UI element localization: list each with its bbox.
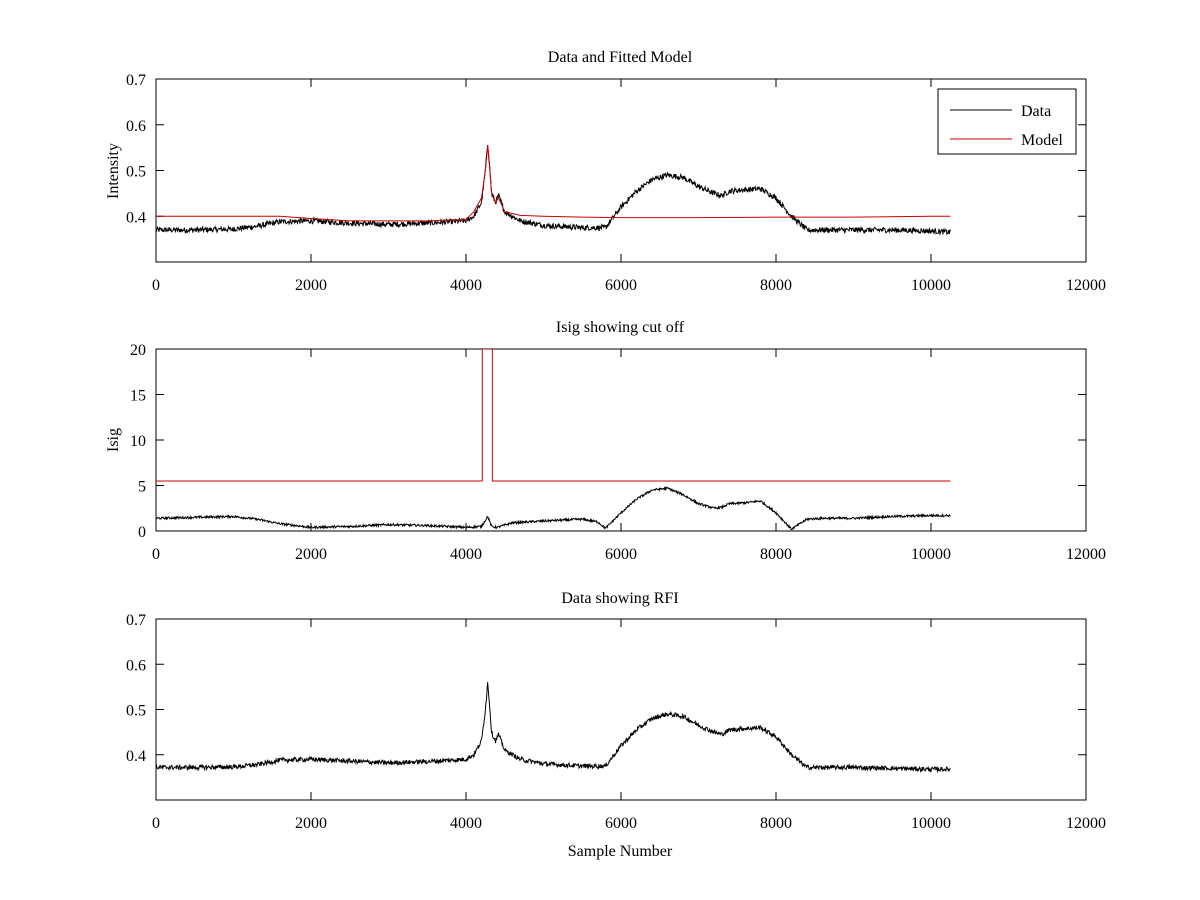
y-tick-label: 0.5 — [126, 703, 146, 720]
series-line-s0 — [156, 486, 951, 531]
x-tick-label: 8000 — [760, 815, 792, 832]
x-tick-label: 6000 — [605, 277, 637, 294]
y-tick-label: 0.5 — [126, 164, 146, 181]
y-tick-label: 0.7 — [126, 612, 146, 629]
panel2-ylabel: Isig — [105, 428, 122, 452]
x-tick-label: 10000 — [911, 277, 951, 294]
x-tick-label: 12000 — [1066, 277, 1106, 294]
x-tick-label: 10000 — [911, 815, 951, 832]
x-tick-label: 8000 — [760, 546, 792, 563]
y-tick-label: 0.6 — [126, 657, 146, 674]
legend-label-model: Model — [1021, 132, 1063, 149]
x-tick-label: 6000 — [605, 546, 637, 563]
x-tick-label: 10000 — [911, 546, 951, 563]
panel3-axes: 0 2000 4000 6000 8000 10000 12000 0.4 0.5 0.6 0.7 — [126, 612, 1106, 832]
panel2-axes: 0 2000 4000 6000 8000 10000 12000 0 5 10 15 20 — [130, 342, 1106, 563]
legend-label-data: Data — [1021, 103, 1051, 120]
y-tick-label: 5 — [138, 479, 146, 496]
x-tick-label: 6000 — [605, 815, 637, 832]
panel-data-and-model: Data and Fitted Model Intensity 0 2000 400… — [105, 49, 1106, 294]
x-tick-label: 4000 — [450, 277, 482, 294]
y-tick-label: 20 — [130, 342, 146, 359]
panel-isig: Isig showing cut off Isig 0 2000 4000 6000 8… — [105, 319, 1106, 563]
x-tick-label: 0 — [152, 277, 160, 294]
x-tick-label: 2000 — [295, 277, 327, 294]
y-tick-label: 0.4 — [126, 748, 146, 765]
x-tick-label: 0 — [152, 815, 160, 832]
x-tick-label: 4000 — [450, 546, 482, 563]
panel3-xlabel: Sample Number — [568, 843, 673, 860]
x-tick-label: 12000 — [1066, 815, 1106, 832]
series-line-s0 — [156, 682, 951, 774]
x-tick-label: 0 — [152, 546, 160, 563]
x-tick-label: 12000 — [1066, 546, 1106, 563]
y-tick-label: 0.6 — [126, 118, 146, 135]
series-line-data — [156, 145, 951, 236]
series-line-model — [156, 145, 951, 222]
panel1-title: Data and Fitted Model — [548, 49, 693, 66]
panel3-title: Data showing RFI — [561, 590, 678, 607]
x-tick-label: 2000 — [295, 546, 327, 563]
y-tick-label: 0.4 — [126, 209, 146, 226]
y-tick-label: 10 — [130, 433, 146, 450]
panel1-axes: 0 2000 4000 6000 8000 10000 12000 0.4 0.5 0.6 0.7 — [126, 72, 1106, 294]
x-tick-label: 2000 — [295, 815, 327, 832]
x-tick-label: 4000 — [450, 815, 482, 832]
y-tick-label: 0.7 — [126, 72, 146, 89]
panel2-title: Isig showing cut off — [556, 319, 685, 336]
y-tick-label: 0 — [138, 524, 146, 541]
panel-data-rfi: Data showing RFI 0 2000 4000 6000 8000 10000 1… — [126, 590, 1106, 860]
panel1-legend: Data Model — [937, 88, 1077, 155]
x-tick-label: 8000 — [760, 277, 792, 294]
y-tick-label: 15 — [130, 388, 146, 405]
series-line-s1 — [156, 349, 951, 482]
panel1-ylabel: Intensity — [105, 143, 122, 199]
legend-box — [937, 88, 1077, 155]
